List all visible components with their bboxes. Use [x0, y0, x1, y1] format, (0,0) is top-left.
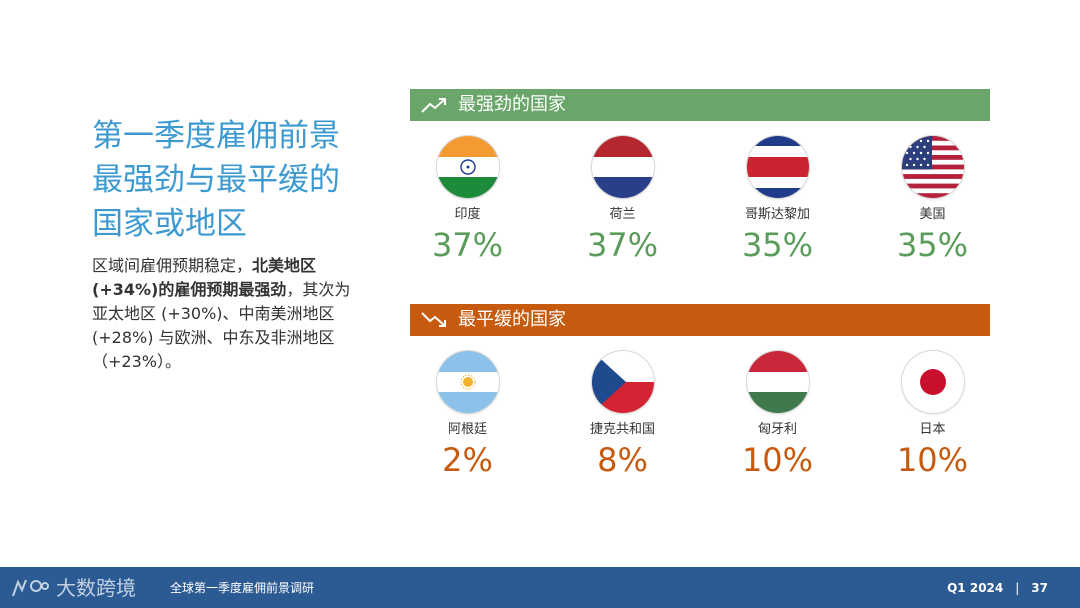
india-flag-icon: [436, 136, 499, 198]
strongest-countries: 印度 37% 荷兰 37% 哥斯达黎加 35%: [390, 136, 1010, 264]
watermark-brand: 大数跨境: [10, 573, 136, 603]
country-card: 匈牙利 10%: [700, 351, 855, 479]
summary-bold-2: (+34%)的雇佣预期最强劲: [92, 280, 287, 299]
title-line-2: 最强劲与最平缓的: [92, 162, 340, 198]
hungary-flag-icon: [746, 351, 809, 413]
trend-up-icon: [420, 95, 450, 115]
usa-flag-icon: [901, 136, 964, 198]
summary-part-2: ，其次为亚太地区 (+30%)、中南美洲地区(+28%) 与欧洲、中东及非洲地区…: [92, 280, 351, 371]
argentina-flag-icon: [436, 351, 499, 413]
country-value: 2%: [442, 441, 493, 479]
summary-bold-1: 北美地区: [252, 256, 317, 275]
weakest-header: 最平缓的国家: [410, 304, 990, 336]
country-card: 捷克共和国 8%: [545, 351, 700, 479]
brand-logo-icon: [10, 576, 50, 600]
brand-text: 大数跨境: [56, 576, 136, 600]
country-name: 哥斯达黎加: [744, 207, 810, 222]
strongest-header: 最强劲的国家: [410, 89, 990, 121]
summary-part-1: 区域间雇佣预期稳定，: [92, 256, 253, 275]
country-value: 35%: [741, 226, 814, 264]
czech-flag-icon: [591, 351, 654, 413]
footer-separator: |: [1015, 581, 1020, 595]
country-card: 哥斯达黎加 35%: [700, 136, 855, 264]
country-card: 日本 10%: [855, 351, 1010, 479]
title-line-3: 国家或地区: [92, 206, 247, 242]
trend-down-icon: [420, 310, 450, 330]
country-name: 美国: [919, 207, 946, 222]
summary-text: 区域间雇佣预期稳定，北美地区 (+34%)的雇佣预期最强劲，其次为亚太地区 (+3…: [92, 254, 362, 374]
netherlands-flag-icon: [591, 136, 654, 198]
country-card: 荷兰 37%: [545, 136, 700, 264]
country-card: 阿根廷 2%: [390, 351, 545, 479]
footer-bar: 大数跨境 全球第一季度雇佣前景调研 Q1 2024 | 37: [0, 567, 1080, 608]
footer-title: 全球第一季度雇佣前景调研: [170, 581, 315, 595]
weakest-label: 最平缓的国家: [458, 309, 566, 330]
country-name: 阿根廷: [447, 422, 487, 437]
country-value: 8%: [597, 441, 648, 479]
country-value: 37%: [431, 226, 504, 264]
country-name: 日本: [919, 422, 946, 437]
page-number: 37: [1031, 581, 1048, 595]
footer-meta: Q1 2024 | 37: [947, 579, 1048, 597]
footer-period: Q1 2024: [947, 581, 1004, 595]
costa-rica-flag-icon: [746, 136, 809, 198]
country-name: 荷兰: [609, 207, 636, 222]
country-card: 美国 35%: [855, 136, 1010, 264]
title-line-1: 第一季度雇佣前景: [92, 118, 340, 154]
country-card: 印度 37%: [390, 136, 545, 264]
country-value: 35%: [896, 226, 969, 264]
page-title: 第一季度雇佣前景 最强劲与最平缓的 国家或地区: [92, 114, 392, 246]
country-value: 10%: [741, 441, 814, 479]
strongest-label: 最强劲的国家: [458, 94, 566, 115]
country-name: 捷克共和国: [589, 422, 655, 437]
japan-flag-icon: [901, 351, 964, 413]
country-name: 印度: [454, 207, 481, 222]
country-value: 37%: [586, 226, 659, 264]
country-name: 匈牙利: [757, 422, 797, 437]
weakest-countries: 阿根廷 2% 捷克共和国 8% 匈牙利 10%: [390, 351, 1010, 479]
country-value: 10%: [896, 441, 969, 479]
